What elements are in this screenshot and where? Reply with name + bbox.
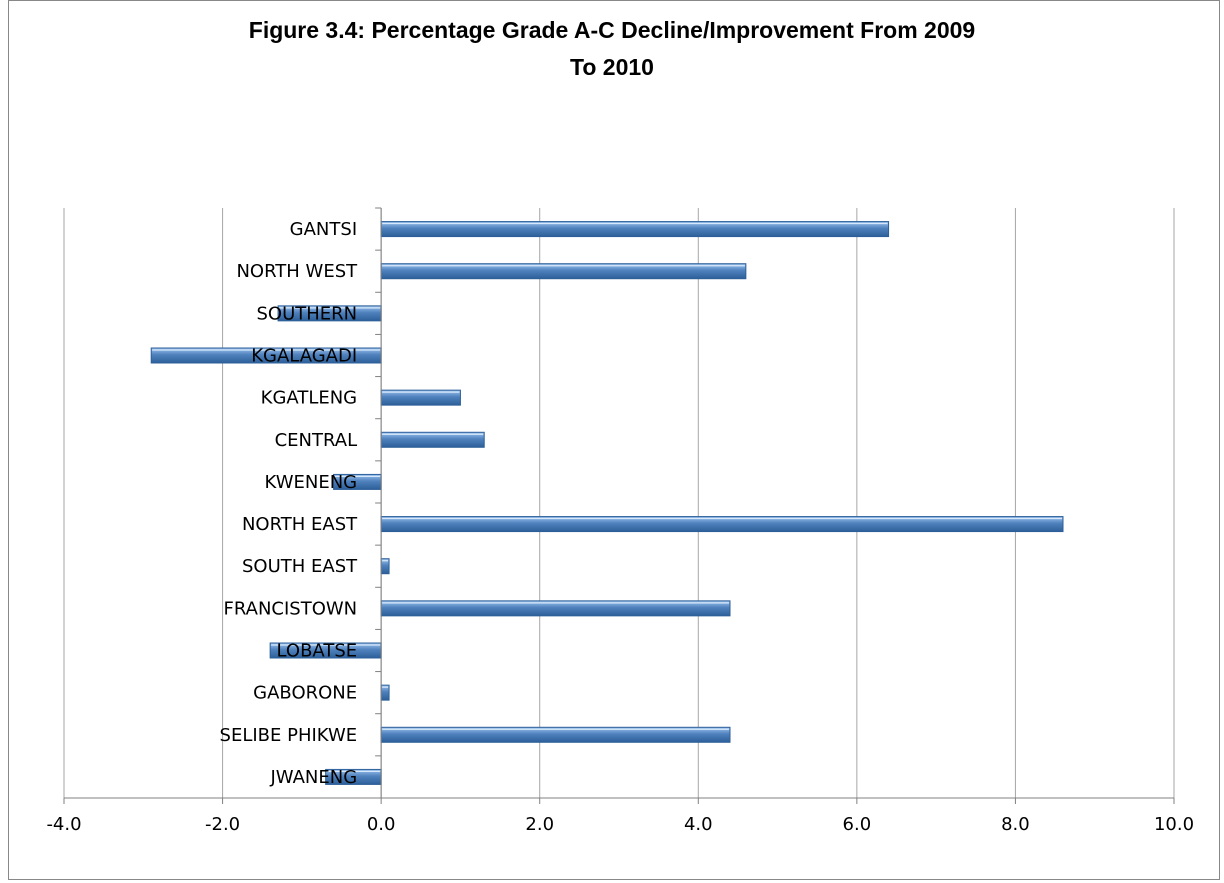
x-tick-label: 10.0: [1154, 814, 1194, 835]
x-tick-label: 6.0: [843, 814, 872, 835]
bars: [150, 221, 1064, 785]
bar: [380, 600, 731, 617]
bar: [380, 431, 485, 448]
chart-title-line-2: To 2010: [570, 54, 654, 80]
category-label: NORTH WEST: [236, 261, 358, 282]
x-tick-label: -2.0: [205, 814, 240, 835]
bar: [269, 642, 382, 659]
bar: [380, 558, 390, 575]
bar: [380, 389, 461, 406]
category-label: KWENENG: [265, 472, 358, 493]
category-label: GANTSI: [290, 219, 357, 240]
bar: [380, 684, 390, 701]
category-labels: GANTSI NORTH WEST SOUTHERN KGALAGADI KGATLEN…: [220, 219, 359, 788]
category-label: FRANCISTOWN: [224, 598, 358, 619]
category-label: LOBATSE: [277, 641, 358, 662]
x-tick-label: 0.0: [367, 814, 396, 835]
x-tick-label: -4.0: [46, 814, 81, 835]
bar: [380, 516, 1064, 533]
category-label: GABORONE: [253, 683, 357, 704]
category-label: CENTRAL: [275, 430, 358, 451]
x-tick-label: 8.0: [1001, 814, 1030, 835]
x-tick-label: 2.0: [525, 814, 554, 835]
category-label: KGATLENG: [261, 388, 357, 409]
category-label: NORTH EAST: [242, 514, 358, 535]
x-axis: -4.0 -2.0 0.0 2.0 4.0 6.0 8.0 10.0: [46, 207, 1194, 835]
category-label: JWANENG: [269, 767, 357, 788]
category-label: SOUTH EAST: [242, 556, 358, 577]
bar: [380, 221, 890, 238]
category-label: SOUTHERN: [256, 303, 357, 324]
category-label: SELIBE PHIKWE: [220, 725, 358, 746]
category-label: KGALAGADI: [251, 346, 357, 367]
bar: [380, 263, 747, 280]
chart-title-line-1: Figure 3.4: Percentage Grade A-C Decline…: [248, 17, 976, 43]
gridlines: [63, 208, 1175, 798]
bar: [380, 726, 731, 743]
x-tick-label: 4.0: [684, 814, 713, 835]
chart-title: Figure 3.4: Percentage Grade A-C Decline…: [0, 12, 1224, 86]
